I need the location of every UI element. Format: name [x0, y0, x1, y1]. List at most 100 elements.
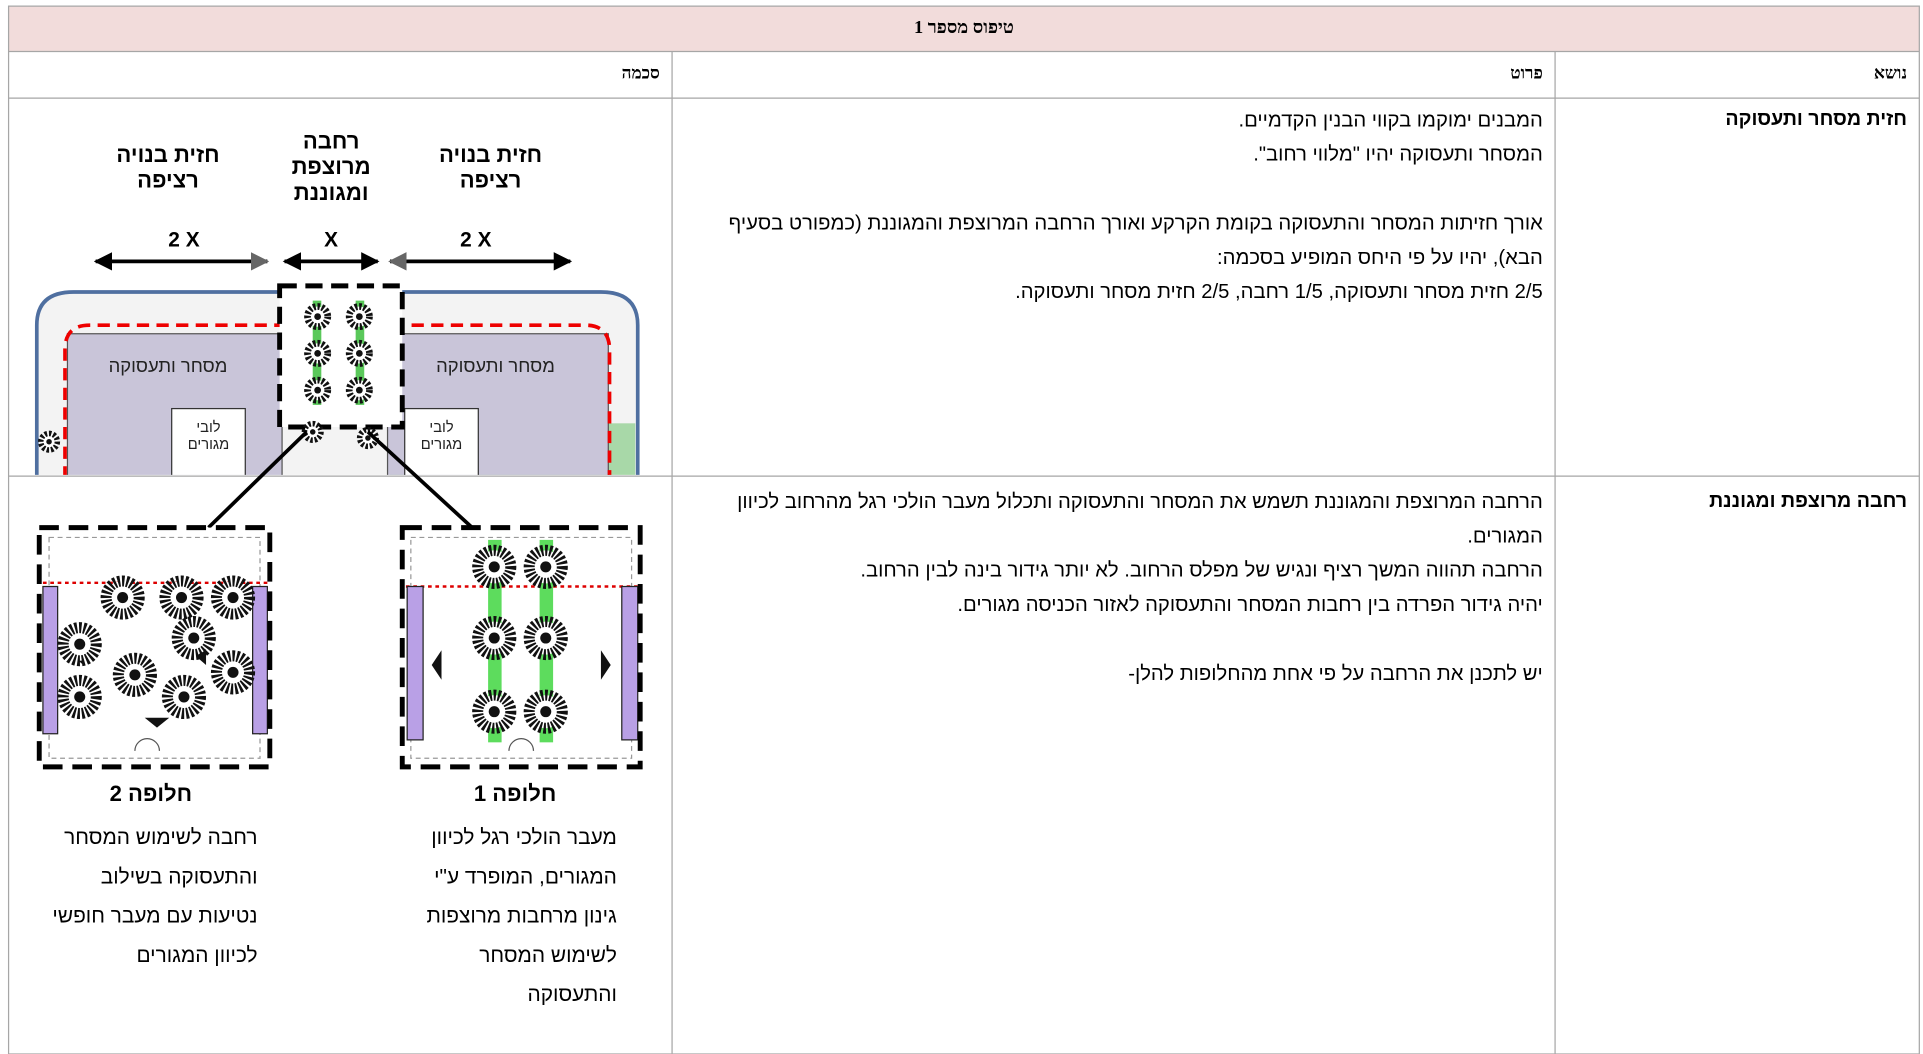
frontage [252, 585, 268, 735]
paragraph: יהיה גידור הפרדה בין רחבות המסחר והתעסוק… [957, 593, 1543, 616]
tree-trunk [74, 638, 86, 650]
tree [161, 674, 207, 720]
tree-trunk [175, 592, 188, 604]
tree [345, 303, 373, 331]
tree-trunk [355, 386, 363, 394]
tree-trunk [188, 632, 200, 644]
alternative-2-plan [36, 525, 273, 770]
lobby [404, 407, 479, 475]
zoom-line [366, 430, 474, 529]
tree-trunk [227, 592, 239, 604]
tree [523, 689, 568, 734]
tree [472, 615, 517, 661]
tree [57, 674, 102, 720]
tree-trunk [74, 691, 86, 703]
tree-trunk [540, 561, 552, 573]
lobby-label: לובי מגורים [187, 418, 230, 453]
site-plan [34, 283, 640, 475]
tree [304, 376, 332, 404]
tree-trunk [309, 429, 316, 435]
front-label: חזית בנויה רציפה [438, 142, 543, 193]
tree [345, 339, 373, 367]
tree-trunk [227, 666, 239, 678]
paragraph: המסחר ותעסוקה יהיו "מלווי רחוב". [1253, 143, 1543, 166]
paragraph: הרחבה תהווה המשך רציף ונגיש של מפלס הרחו… [860, 559, 1543, 582]
tree [210, 650, 256, 695]
tree-trunk [314, 350, 322, 357]
column-header: סכמה [621, 65, 660, 84]
tree [159, 575, 204, 620]
alternative-description: מעבר הולכי רגל לכיוון המגורים, המופרד ע"… [426, 825, 617, 1007]
dimension-label: 2 X [460, 228, 492, 252]
tree [523, 544, 568, 589]
lobby-label: לובי מגורים [420, 418, 463, 453]
front-label: רחבה מרוצפת ומגוננת [291, 128, 371, 205]
tree [38, 430, 61, 453]
frontage [406, 585, 424, 741]
paragraph: הרחבה המרוצפת והמגוננת תשמש את המסחר והת… [737, 490, 1543, 548]
front-label: חזית בנויה רציפה [116, 142, 220, 193]
tree [57, 622, 102, 667]
frontage [621, 585, 639, 741]
tree-trunk [540, 706, 552, 718]
row-subject: רחבה מרוצפת ומגוננת [1709, 490, 1908, 512]
row-subject: חזית מסחר ותעסוקה [1725, 109, 1908, 131]
tree [210, 575, 256, 620]
row-details: הרחבה המרוצפת והמגוננת תשמש את המסחר והת… [709, 485, 1543, 691]
plan-bg [402, 527, 641, 767]
tree-trunk [129, 669, 141, 681]
tree-trunk [355, 313, 363, 320]
tree [472, 689, 517, 734]
tree-trunk [488, 632, 500, 644]
tree [304, 339, 332, 367]
tree-trunk [117, 592, 129, 604]
table-rules [8, 50, 1920, 1054]
tree [100, 575, 145, 620]
tree-trunk [178, 691, 190, 703]
tree-trunk [46, 438, 52, 445]
tree-trunk [314, 313, 322, 320]
door [508, 738, 535, 751]
column-header: פרוט [1510, 65, 1543, 84]
plan-frame [399, 525, 643, 770]
tree-trunk [355, 350, 363, 357]
trees [472, 544, 568, 734]
column-header: נושא [1873, 65, 1908, 84]
tree-trunk [488, 706, 500, 718]
tree [304, 303, 332, 331]
tree-trunk [365, 435, 371, 441]
row-details: המבנים ימוקמו בקווי הבנין הקדמיים. המסחר… [709, 103, 1543, 309]
tree [472, 544, 517, 589]
tree [301, 420, 324, 443]
paragraph: אורך חזיתות המסחר והתעסוקה בקומת הקרקע ו… [728, 212, 1543, 269]
tree [171, 615, 216, 661]
lobby [171, 407, 246, 475]
title-band [8, 6, 1920, 52]
frontage [42, 585, 59, 735]
paragraph: המבנים ימוקמו בקווי הבנין הקדמיים. [1238, 109, 1543, 132]
alternative-title: חלופה 1 [473, 781, 557, 807]
tree-trunk [540, 632, 552, 644]
paragraph: יש לתכנן את הרחבה על פי אחת מהחלופות להל… [1128, 662, 1543, 685]
dimension-label: 2 X [168, 228, 200, 252]
tree [345, 376, 373, 404]
tree [112, 652, 157, 697]
zoom-line [207, 430, 308, 529]
tree [523, 615, 568, 661]
tree-trunk [314, 386, 322, 394]
trees [57, 575, 256, 720]
document-title: טיפוס מספר 1 [913, 18, 1014, 39]
plaza-frame [277, 283, 405, 430]
tree-trunk [488, 561, 500, 573]
alternative-1-plan [399, 525, 643, 770]
paragraph: 2/5 חזית מסחר ותעסוקה, 1/5 רחבה, 2/5 חזי… [1015, 280, 1543, 304]
alternative-description: רחבה לשימוש המסחר והתעסוקה בשילוב נטיעות… [52, 825, 258, 967]
plan-label: מסחר ותעסוקה [436, 355, 555, 377]
dimension-label: X [324, 228, 339, 252]
plan-label: מסחר ותעסוקה [108, 355, 228, 377]
alternative-title: חלופה 2 [109, 781, 193, 807]
door [134, 738, 161, 751]
